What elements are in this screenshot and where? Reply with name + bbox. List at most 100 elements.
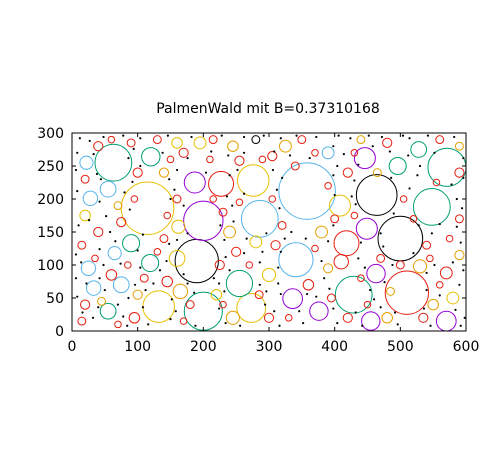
disk-80 (270, 240, 281, 251)
disk-93 (356, 135, 366, 145)
point-60 (76, 189, 79, 193)
disk-90 (208, 135, 218, 145)
point-20 (453, 135, 456, 139)
disk-103 (113, 201, 123, 211)
point-133 (451, 261, 454, 264)
disk-18 (208, 170, 235, 197)
point-46 (204, 171, 208, 174)
disk-115 (454, 141, 464, 151)
disk-57 (79, 209, 91, 222)
disk-142 (311, 149, 319, 157)
point-90 (219, 224, 222, 227)
disk-136 (311, 244, 319, 253)
disk-32 (79, 155, 94, 170)
point-171 (174, 310, 177, 313)
disk-34 (107, 246, 122, 261)
point-23 (127, 156, 130, 160)
point-50 (281, 176, 284, 179)
disk-46 (412, 259, 428, 274)
y-axis: 0 50 100 150 200 250 300 (37, 126, 466, 340)
point-6 (190, 135, 193, 139)
point-119 (228, 269, 231, 272)
disk-97 (218, 207, 228, 217)
x-tick-label-300: 300 (256, 339, 283, 355)
point-140 (133, 283, 137, 286)
point-72 (278, 207, 281, 210)
y-tick-label-300: 300 (37, 126, 64, 142)
y-tick-label-150: 150 (37, 225, 64, 241)
disk-105 (290, 161, 300, 171)
disk-110 (386, 286, 395, 296)
y-tick-label-0: 0 (55, 324, 64, 340)
disk-119 (209, 195, 217, 203)
point-53 (353, 179, 356, 182)
point-124 (279, 250, 282, 253)
disk-45 (388, 156, 407, 176)
point-21 (76, 151, 79, 154)
point-39 (462, 156, 465, 160)
disk-63 (161, 275, 173, 288)
point-17 (401, 134, 405, 137)
point-82 (87, 219, 91, 222)
point-104 (438, 222, 441, 226)
disk-64 (210, 288, 223, 301)
disk-37 (168, 250, 186, 267)
point-108 (80, 261, 83, 264)
point-128 (363, 266, 366, 269)
point-132 (433, 263, 436, 267)
disk-126 (435, 281, 444, 289)
point-92 (232, 220, 235, 223)
point-96 (290, 230, 293, 234)
disk-94 (435, 135, 445, 145)
disk-25 (183, 171, 206, 194)
point-120 (242, 252, 246, 255)
disk-96 (159, 234, 169, 244)
disk-61 (105, 269, 118, 281)
disk-146 (107, 135, 116, 144)
disk-138 (426, 254, 434, 263)
disk-92 (297, 135, 307, 145)
disk-104 (172, 194, 182, 204)
disk-133 (124, 261, 132, 269)
disk-2 (174, 238, 219, 284)
point-131 (425, 271, 428, 275)
disk-3 (377, 215, 424, 262)
point-77 (408, 187, 411, 190)
point-76 (392, 212, 395, 215)
point-12 (315, 135, 318, 139)
point-101 (379, 232, 382, 235)
point-11 (295, 134, 298, 137)
point-95 (283, 237, 286, 240)
plot-frame (71, 132, 467, 332)
point-117 (212, 277, 215, 280)
point-161 (76, 295, 79, 298)
point-106 (459, 241, 462, 244)
disk-40 (225, 310, 240, 325)
point-166 (122, 315, 125, 318)
disk-139 (399, 195, 408, 203)
point-147 (223, 290, 226, 293)
point-174 (224, 321, 227, 325)
point-177 (273, 310, 276, 313)
point-157 (383, 281, 386, 284)
y-tick-label-200: 200 (37, 192, 64, 208)
point-159 (438, 294, 441, 297)
point-187 (396, 323, 399, 326)
point-118 (224, 255, 227, 259)
point-87 (168, 242, 171, 245)
disk-131 (114, 320, 122, 329)
point-150 (277, 282, 280, 285)
point-143 (170, 298, 173, 301)
point-183 (354, 311, 357, 314)
point-81 (77, 224, 80, 227)
disk-27 (122, 234, 141, 253)
point-83 (105, 215, 108, 218)
disk-33 (99, 180, 117, 198)
point-38 (433, 151, 436, 154)
point-155 (369, 288, 372, 292)
point-144 (186, 282, 189, 285)
point-163 (91, 316, 95, 319)
point-32 (308, 156, 311, 160)
point-49 (271, 168, 275, 172)
